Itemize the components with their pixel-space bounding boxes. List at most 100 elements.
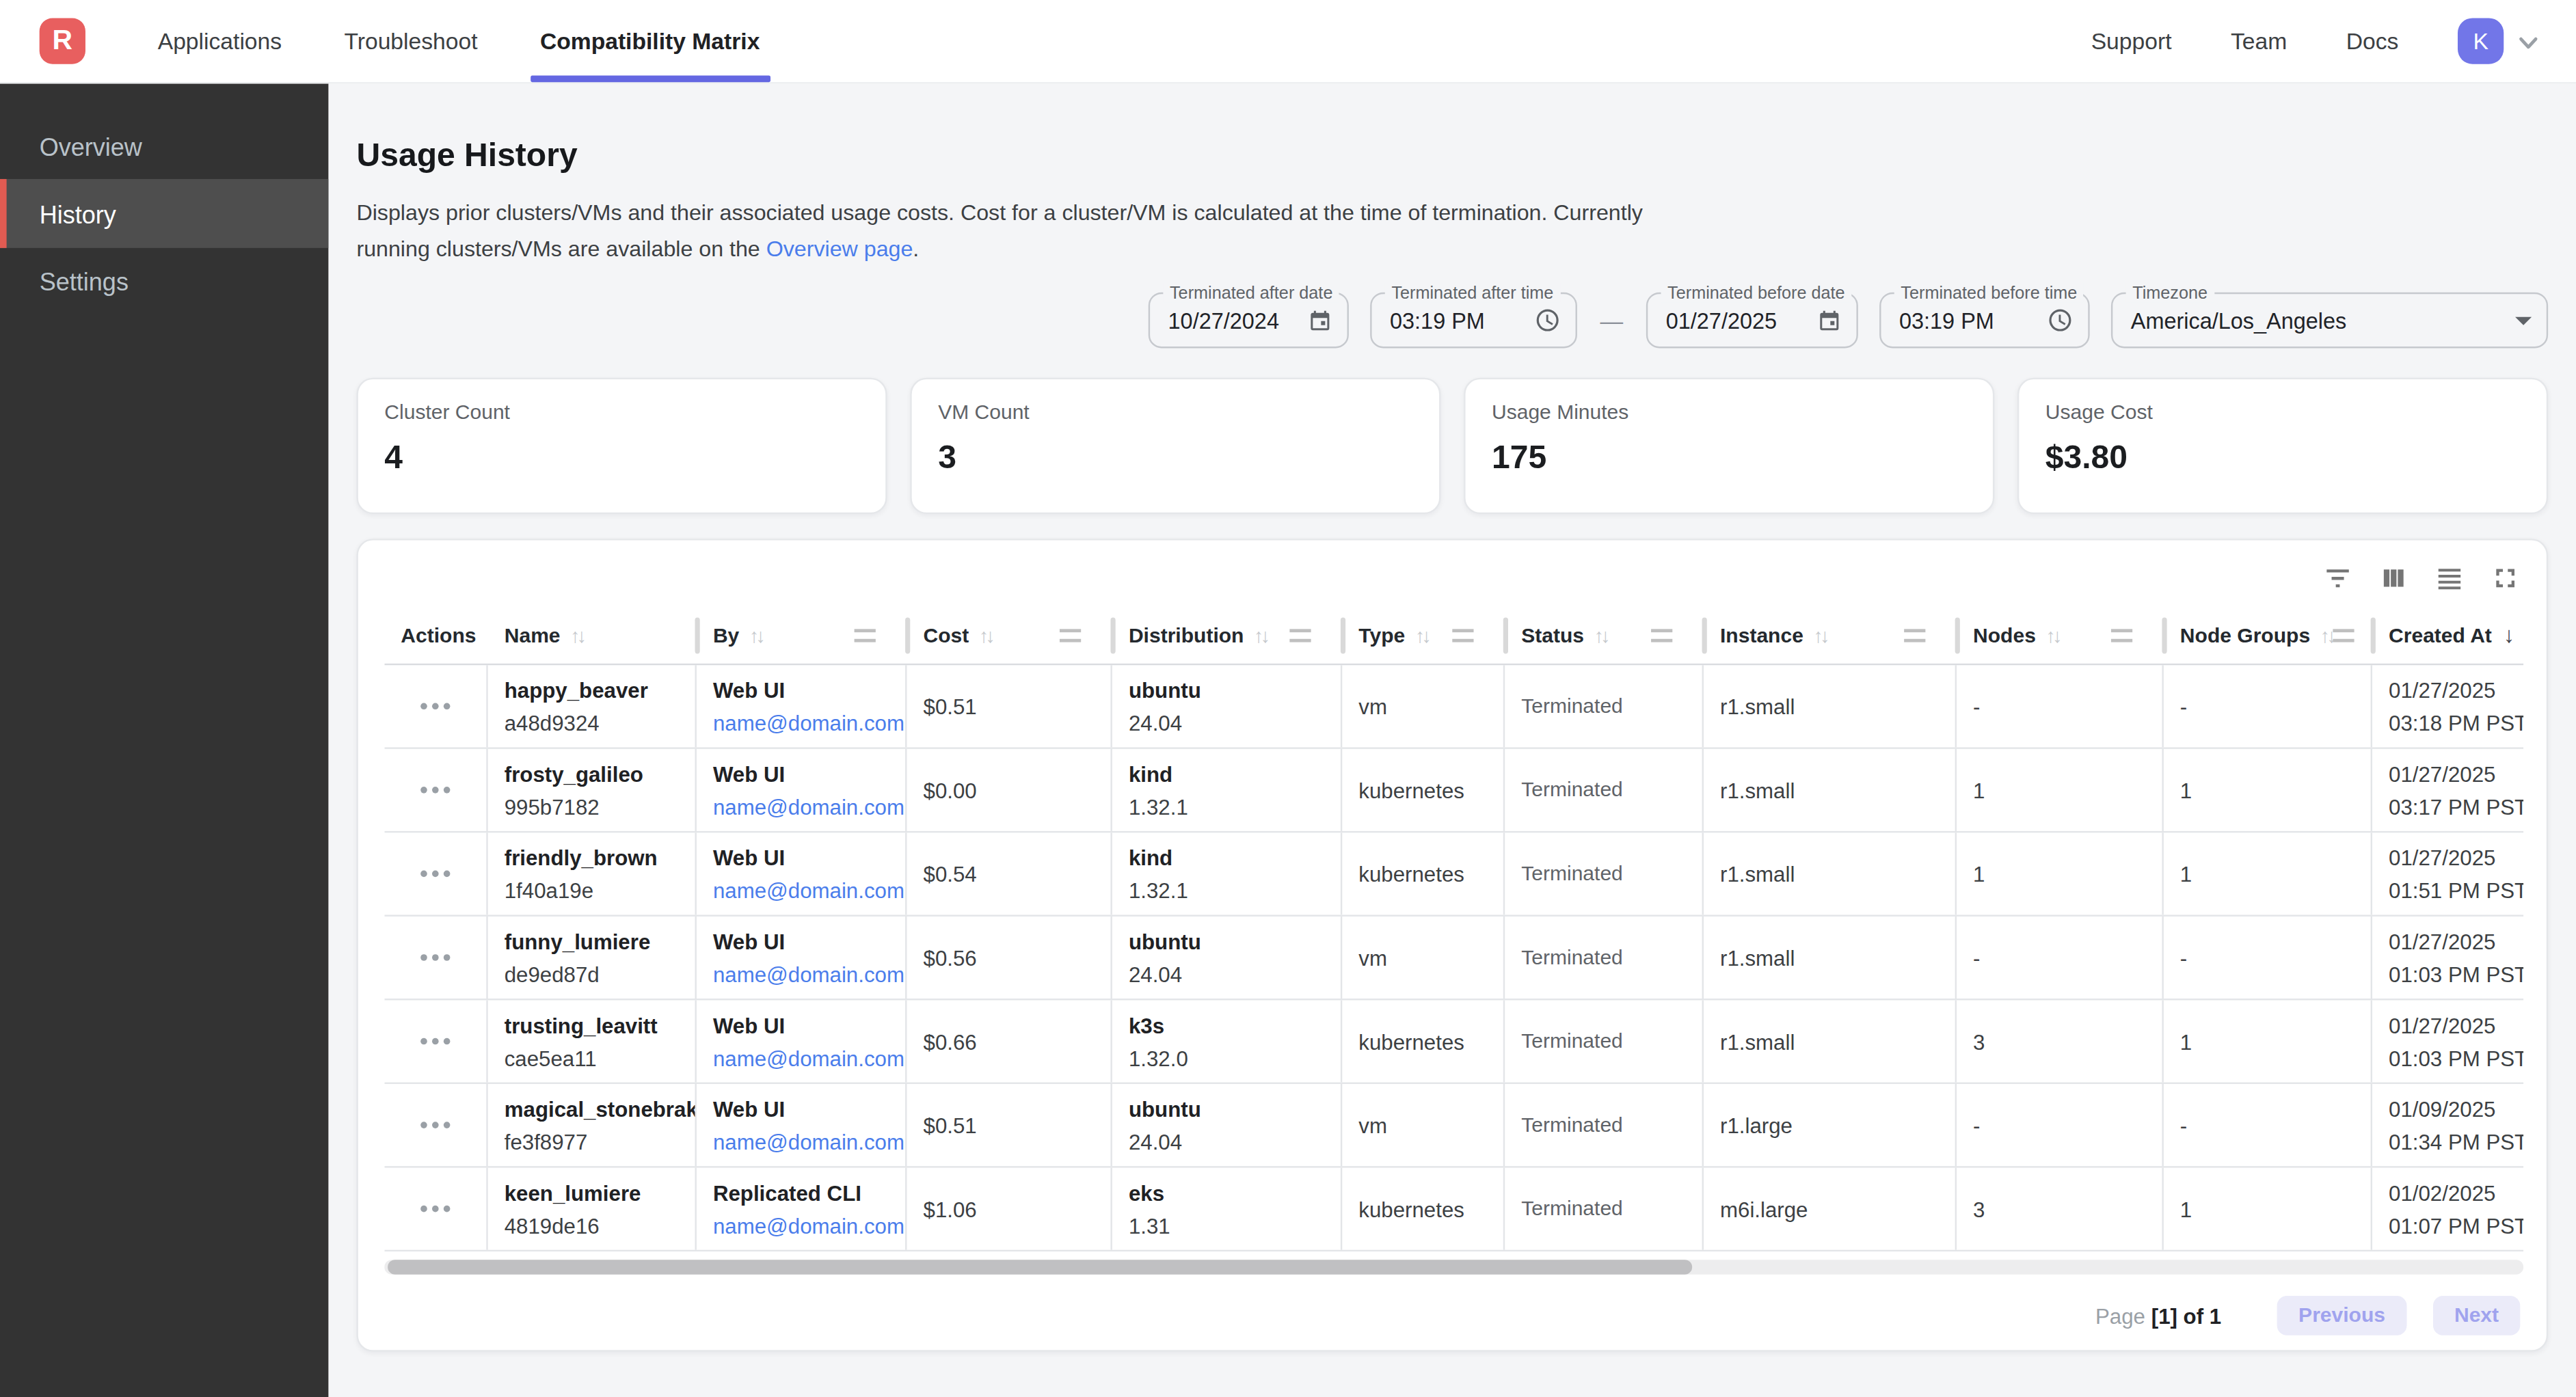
email-link[interactable]: name@domain.com [713, 1046, 889, 1070]
app-logo[interactable]: R [40, 18, 85, 64]
cell-type: kubernetes [1342, 1168, 1505, 1250]
content-shell: Overview History Settings Usage History … [0, 84, 2576, 1397]
email-link[interactable]: name@domain.com [713, 962, 889, 986]
row-actions-button[interactable] [414, 1199, 457, 1219]
fullscreen-icon[interactable] [2491, 563, 2520, 593]
column-header-type[interactable]: Type↑↓ [1342, 616, 1505, 664]
column-header-by[interactable]: By↑↓ [697, 616, 907, 664]
stat-value: 3 [938, 439, 1412, 476]
cell-cost: $1.06 [907, 1168, 1112, 1250]
email-link[interactable]: name@domain.com [713, 794, 889, 819]
field-value: America/Los_Angeles [2131, 308, 2499, 333]
overview-page-link[interactable]: Overview page [766, 236, 913, 261]
cell-line-1: funny_lumiere [505, 929, 679, 953]
column-menu-icon[interactable] [1651, 628, 1672, 641]
column-label: Actions [401, 623, 476, 647]
sidebar-item-history[interactable]: History [0, 179, 329, 248]
cell-line-1: k3s [1129, 1012, 1324, 1037]
cell-by: Web UI name@domain.com [697, 665, 907, 747]
calendar-icon[interactable] [1308, 308, 1332, 333]
row-actions-button[interactable] [414, 780, 457, 800]
row-actions-button[interactable] [414, 1115, 457, 1135]
column-header-distribution[interactable]: Distribution↑↓ [1112, 616, 1342, 664]
dropdown-caret-icon[interactable] [2515, 316, 2532, 325]
column-header-created-at[interactable]: Created At↓ [2372, 616, 2523, 664]
cell-line-2: 01:51 PM PST [2389, 878, 2523, 902]
link-team[interactable]: Team [2231, 0, 2287, 82]
column-menu-icon[interactable] [855, 628, 876, 641]
cell-type: kubernetes [1342, 832, 1505, 914]
row-actions-button[interactable] [414, 696, 457, 716]
column-menu-icon[interactable] [1904, 628, 1925, 641]
cell-nodes: 1 [1957, 832, 2164, 914]
cell-node-groups: 1 [2164, 749, 2372, 831]
row-actions-button[interactable] [414, 864, 457, 884]
tab-applications[interactable]: Applications [148, 0, 291, 82]
column-menu-icon[interactable] [1060, 628, 1081, 641]
column-menu-icon[interactable] [1452, 628, 1473, 641]
cell-instance: m6i.large [1704, 1168, 1957, 1250]
sidebar-item-settings[interactable]: Settings [0, 248, 329, 314]
link-support[interactable]: Support [2091, 0, 2172, 82]
email-link[interactable]: name@domain.com [713, 710, 889, 735]
tab-compatibility-matrix[interactable]: Compatibility Matrix [530, 0, 769, 82]
user-avatar[interactable]: K [2458, 18, 2504, 64]
column-menu-icon[interactable] [1289, 628, 1311, 641]
email-link[interactable]: name@domain.com [713, 1129, 889, 1154]
chevron-down-icon[interactable] [2514, 28, 2543, 57]
cell-created-at: 01/27/202503:18 PM PST [2372, 665, 2523, 747]
timezone-select[interactable]: Timezone America/Los_Angeles [2111, 293, 2548, 349]
density-icon[interactable] [2434, 563, 2464, 593]
column-label: Node Groups [2180, 623, 2310, 647]
field-label: Terminated before time [1894, 282, 2084, 302]
pagination: Page [1] of 1 Previous Next [384, 1296, 2520, 1335]
email-link[interactable]: name@domain.com [713, 1213, 889, 1238]
columns-icon[interactable] [2379, 563, 2409, 593]
cell-line-2: 1.32.0 [1129, 1046, 1324, 1070]
horizontal-scrollbar-thumb[interactable] [388, 1260, 1693, 1275]
cell-status: Terminated [1505, 832, 1704, 914]
column-label: Instance [1720, 623, 1803, 647]
terminated-before-time-field[interactable]: Terminated before time 03:19 PM [1879, 293, 2090, 349]
cell-line-1: eks [1129, 1180, 1324, 1205]
cell-line-2: de9ed87d [505, 962, 679, 986]
column-header-status[interactable]: Status↑↓ [1505, 616, 1704, 664]
column-menu-icon[interactable] [2333, 628, 2354, 641]
page-value: [1] of 1 [2151, 1303, 2221, 1328]
cell-instance: r1.small [1704, 749, 1957, 831]
column-header-cost[interactable]: Cost↑↓ [907, 616, 1112, 664]
cell-cost: $0.54 [907, 832, 1112, 914]
row-actions-button[interactable] [414, 948, 457, 968]
cell-line-1: Web UI [713, 677, 889, 702]
cell-created-at: 01/27/202501:51 PM PST [2372, 832, 2523, 914]
link-docs[interactable]: Docs [2346, 0, 2399, 82]
cell-line-2: 01:03 PM PST [2389, 962, 2523, 986]
email-link[interactable]: name@domain.com [713, 878, 889, 902]
row-actions-button[interactable] [414, 1031, 457, 1051]
cell-instance: r1.small [1704, 917, 1957, 999]
cell-nodes: - [1957, 665, 2164, 747]
clock-icon[interactable] [1534, 307, 1560, 333]
terminated-after-time-field[interactable]: Terminated after time 03:19 PM [1370, 293, 1577, 349]
terminated-before-date-field[interactable]: Terminated before date 01/27/2025 [1646, 293, 1858, 349]
cell-type: vm [1342, 665, 1505, 747]
cell-by: Web UIname@domain.com [697, 917, 907, 999]
filter-icon[interactable] [2323, 563, 2352, 593]
cell-line-2: 1f40a19e [505, 878, 679, 902]
column-header-name[interactable]: Name↑↓ [488, 616, 697, 664]
calendar-icon[interactable] [1817, 308, 1842, 333]
clock-icon[interactable] [2047, 307, 2073, 333]
cell-actions [384, 1168, 487, 1250]
tab-troubleshoot[interactable]: Troubleshoot [334, 0, 487, 82]
column-header-nodes[interactable]: Nodes↑↓ [1957, 616, 2164, 664]
next-page-button[interactable]: Next [2433, 1296, 2521, 1335]
column-header-node-groups[interactable]: Node Groups↑↓ [2164, 616, 2372, 664]
sidebar-item-overview[interactable]: Overview [0, 113, 329, 179]
previous-page-button[interactable]: Previous [2277, 1296, 2406, 1335]
terminated-after-date-field[interactable]: Terminated after date 10/27/2024 [1149, 293, 1349, 349]
table-toolbar [384, 563, 2520, 593]
column-header-instance[interactable]: Instance↑↓ [1704, 616, 1957, 664]
column-menu-icon[interactable] [2111, 628, 2132, 641]
cell-cost: $0.00 [907, 749, 1112, 831]
cell-line-2: 01:34 PM PST [2389, 1129, 2523, 1154]
